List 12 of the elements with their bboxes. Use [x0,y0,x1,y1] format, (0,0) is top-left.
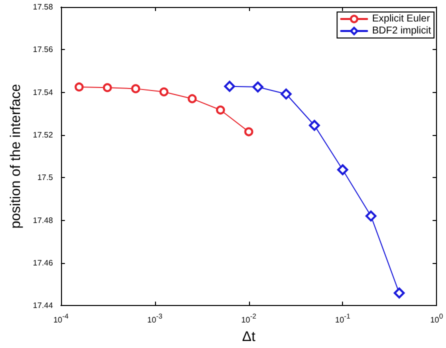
y-tick-label: 17.44 [32,301,54,310]
y-tick-label: 17.52 [32,130,54,140]
y-tick-label: 17.54 [32,88,54,97]
legend-label: Explicit Euler [372,14,431,24]
y-tick-label: 17.48 [32,216,54,225]
y-tick-label: 17.58 [32,2,54,12]
y-tick-label: 17.56 [32,45,54,54]
legend-label: BDF2 implicit [372,26,432,36]
x-axis-title: Δt [242,328,256,344]
y-axis-title: position of the interface [7,84,23,229]
y-tick-label: 17.46 [32,258,54,268]
y-tick-label: 17.5 [37,173,54,182]
